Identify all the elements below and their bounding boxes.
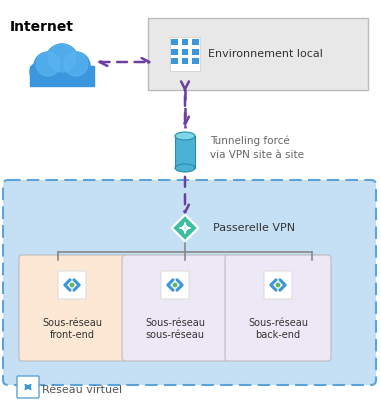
Text: Réseau virtuel: Réseau virtuel (42, 385, 122, 395)
Bar (175, 136, 195, 168)
Circle shape (30, 62, 50, 82)
FancyBboxPatch shape (264, 271, 292, 299)
Circle shape (173, 284, 177, 287)
Circle shape (26, 386, 28, 388)
Bar (171, 58, 178, 64)
Circle shape (46, 44, 78, 76)
FancyBboxPatch shape (17, 376, 39, 398)
FancyBboxPatch shape (3, 180, 376, 385)
FancyBboxPatch shape (161, 271, 189, 299)
Text: Environnement local: Environnement local (208, 49, 323, 59)
Circle shape (62, 52, 90, 80)
Circle shape (64, 52, 88, 76)
Circle shape (72, 62, 92, 82)
Bar (30, 66, 94, 86)
Text: front-end: front-end (50, 330, 94, 340)
Bar (182, 39, 188, 45)
Text: back-end: back-end (255, 330, 301, 340)
Circle shape (36, 52, 60, 76)
Circle shape (34, 52, 62, 80)
Bar (171, 39, 178, 45)
Text: Sous-réseau: Sous-réseau (145, 318, 205, 328)
FancyBboxPatch shape (225, 255, 331, 361)
Ellipse shape (175, 164, 195, 172)
FancyBboxPatch shape (58, 271, 86, 299)
Bar (192, 49, 199, 55)
Circle shape (276, 284, 280, 287)
Bar (182, 58, 188, 64)
Circle shape (48, 44, 76, 72)
Bar (171, 49, 178, 55)
Text: sous-réseau: sous-réseau (146, 330, 205, 340)
FancyBboxPatch shape (122, 255, 228, 361)
FancyBboxPatch shape (19, 255, 125, 361)
Circle shape (48, 58, 76, 86)
Text: Passerelle VPN: Passerelle VPN (213, 223, 295, 233)
Text: Sous-réseau: Sous-réseau (248, 318, 308, 328)
Polygon shape (172, 215, 198, 241)
Bar (170, 37, 200, 71)
Circle shape (27, 386, 29, 388)
Bar (192, 58, 199, 64)
Circle shape (28, 386, 30, 388)
Circle shape (70, 284, 74, 287)
Ellipse shape (175, 132, 195, 140)
Bar (182, 49, 188, 55)
Bar (192, 39, 199, 45)
Text: Sous-réseau: Sous-réseau (42, 318, 102, 328)
FancyBboxPatch shape (148, 18, 368, 90)
Text: Internet: Internet (10, 20, 74, 34)
Text: Tunneling forcé
via VPN site à site: Tunneling forcé via VPN site à site (210, 136, 304, 160)
